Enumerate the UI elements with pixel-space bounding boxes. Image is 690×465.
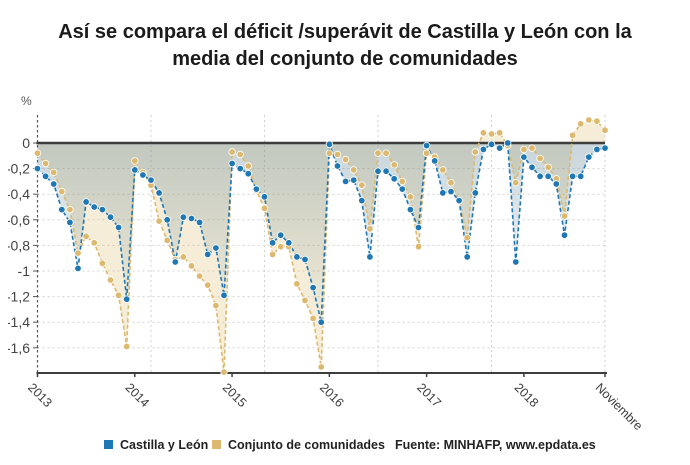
svg-text:2015: 2015 — [220, 380, 250, 410]
svg-text:2013: 2013 — [25, 380, 55, 410]
svg-text:-1,2: -1,2 — [6, 289, 30, 305]
legend-label-conjunto: Conjunto de comunidades — [228, 438, 385, 452]
svg-text:-0,8: -0,8 — [6, 237, 30, 253]
source-attribution: Fuente: MINHAFP, www.epdata.es — [395, 438, 596, 452]
page-title-line2: media del conjunto de comunidades — [172, 48, 518, 70]
legend-swatch-conjunto-icon — [212, 440, 221, 449]
legend-label-castilla: Castilla y León — [120, 438, 209, 452]
svg-text:-1: -1 — [18, 263, 31, 279]
legend-item-conjunto[interactable]: Conjunto de comunidades — [212, 438, 385, 454]
legend-swatch-castilla-icon — [104, 440, 113, 449]
svg-text:0: 0 — [22, 135, 30, 151]
page-title: Así se compara el déficit /superávit de … — [0, 19, 690, 73]
svg-text:-1,6: -1,6 — [6, 340, 30, 356]
legend-item-castilla[interactable]: Castilla y León — [104, 438, 208, 454]
svg-text:2018: 2018 — [512, 380, 542, 410]
svg-text:-1,4: -1,4 — [6, 314, 30, 330]
chart-legend: Castilla y León Conjunto de comunidades … — [0, 438, 690, 460]
svg-text:Noviembre: Noviembre — [593, 380, 646, 433]
svg-text:-0,6: -0,6 — [6, 212, 30, 228]
y-axis-unit-label: % — [21, 94, 32, 108]
page-title-line1: Así se compara el déficit /superávit de … — [58, 21, 632, 43]
svg-text:-0,2: -0,2 — [6, 161, 30, 177]
svg-text:-0,4: -0,4 — [6, 186, 30, 202]
svg-text:2016: 2016 — [317, 380, 347, 410]
svg-text:2017: 2017 — [414, 380, 444, 410]
svg-text:2014: 2014 — [122, 380, 152, 410]
